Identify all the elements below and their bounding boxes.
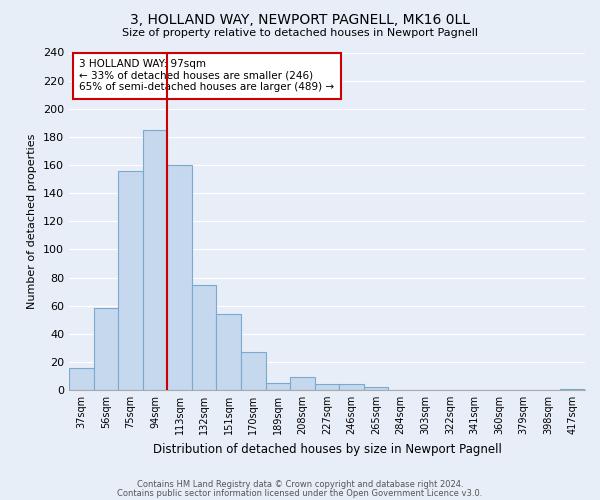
Y-axis label: Number of detached properties: Number of detached properties: [28, 134, 37, 309]
Bar: [290, 378, 315, 390]
Text: Size of property relative to detached houses in Newport Pagnell: Size of property relative to detached ho…: [122, 28, 478, 38]
Bar: [266, 383, 290, 390]
Bar: [339, 384, 364, 390]
Text: Contains public sector information licensed under the Open Government Licence v3: Contains public sector information licen…: [118, 488, 482, 498]
Bar: [364, 387, 388, 390]
Bar: [315, 384, 339, 390]
Bar: [560, 388, 585, 390]
Bar: [143, 130, 167, 390]
Text: 3 HOLLAND WAY: 97sqm
← 33% of detached houses are smaller (246)
65% of semi-deta: 3 HOLLAND WAY: 97sqm ← 33% of detached h…: [79, 59, 334, 92]
Text: 3, HOLLAND WAY, NEWPORT PAGNELL, MK16 0LL: 3, HOLLAND WAY, NEWPORT PAGNELL, MK16 0L…: [130, 12, 470, 26]
Bar: [118, 170, 143, 390]
X-axis label: Distribution of detached houses by size in Newport Pagnell: Distribution of detached houses by size …: [152, 442, 502, 456]
Bar: [69, 368, 94, 390]
Text: Contains HM Land Registry data © Crown copyright and database right 2024.: Contains HM Land Registry data © Crown c…: [137, 480, 463, 489]
Bar: [241, 352, 266, 390]
Bar: [94, 308, 118, 390]
Bar: [192, 284, 217, 390]
Bar: [167, 165, 192, 390]
Bar: [217, 314, 241, 390]
